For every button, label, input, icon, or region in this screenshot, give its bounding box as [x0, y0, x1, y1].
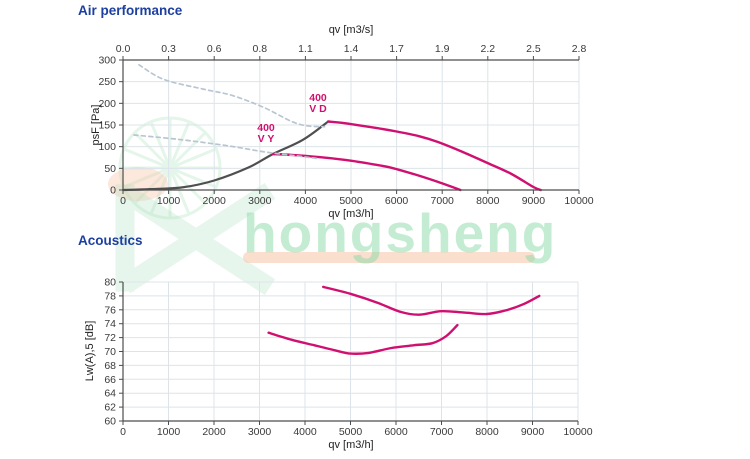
air-y-axis-label: psF [Pa]	[90, 104, 102, 146]
svg-text:100: 100	[98, 141, 116, 153]
svg-text:150: 150	[98, 120, 116, 132]
svg-text:74: 74	[104, 318, 116, 330]
svg-text:1.4: 1.4	[344, 43, 359, 55]
svg-text:2000: 2000	[203, 195, 227, 207]
svg-text:0.3: 0.3	[161, 43, 176, 55]
svg-text:3000: 3000	[248, 426, 272, 438]
curve-label-400-vy: 400 V Y	[242, 123, 290, 145]
svg-text:4000: 4000	[293, 426, 317, 438]
svg-text:4000: 4000	[294, 195, 318, 207]
svg-text:5000: 5000	[339, 195, 363, 207]
svg-text:5000: 5000	[339, 426, 363, 438]
air-x-axis-label: qv [m3/h]	[328, 208, 374, 220]
svg-text:6000: 6000	[384, 426, 408, 438]
curve-label-400-vd-line1: 400	[309, 92, 327, 104]
svg-text:3000: 3000	[248, 195, 272, 207]
svg-text:1.7: 1.7	[389, 43, 404, 55]
svg-text:66: 66	[104, 374, 116, 386]
curve-label-400-vy-line2: V Y	[257, 133, 275, 145]
svg-text:0.0: 0.0	[116, 43, 131, 55]
svg-text:78: 78	[104, 290, 116, 302]
svg-text:1000: 1000	[157, 426, 181, 438]
svg-text:70: 70	[104, 346, 116, 358]
svg-text:300: 300	[98, 55, 116, 67]
svg-text:6000: 6000	[385, 195, 409, 207]
svg-text:2000: 2000	[202, 426, 226, 438]
svg-text:9000: 9000	[521, 426, 545, 438]
svg-text:64: 64	[104, 388, 116, 400]
air-top-axis-label: qv [m3/s]	[328, 24, 374, 36]
acoustics-title: Acoustics	[78, 233, 143, 248]
svg-text:68: 68	[104, 360, 116, 372]
svg-text:7000: 7000	[430, 426, 454, 438]
acoustics-x-axis-label: qv [m3/h]	[328, 439, 374, 451]
curve-label-400-vd: 400 V D	[294, 93, 342, 115]
svg-text:1000: 1000	[157, 195, 181, 207]
curve-label-400-vd-line2: V D	[309, 103, 327, 115]
svg-text:1.1: 1.1	[298, 43, 313, 55]
svg-text:2.5: 2.5	[526, 43, 541, 55]
svg-text:1.9: 1.9	[435, 43, 450, 55]
svg-text:9000: 9000	[522, 195, 546, 207]
svg-text:10000: 10000	[563, 426, 592, 438]
svg-text:76: 76	[104, 304, 116, 316]
svg-text:250: 250	[98, 76, 116, 88]
svg-text:7000: 7000	[431, 195, 455, 207]
svg-text:80: 80	[104, 277, 116, 289]
svg-text:62: 62	[104, 402, 116, 414]
svg-text:200: 200	[98, 98, 116, 110]
svg-text:0: 0	[110, 185, 116, 197]
svg-text:0.8: 0.8	[252, 43, 267, 55]
svg-text:8000: 8000	[476, 195, 500, 207]
svg-text:50: 50	[104, 163, 116, 175]
air-performance-title: Air performance	[78, 3, 183, 18]
svg-text:72: 72	[104, 332, 116, 344]
svg-text:8000: 8000	[475, 426, 499, 438]
svg-text:0: 0	[120, 426, 126, 438]
acoustics-y-axis-label: Lw(A),5 [dB]	[84, 320, 96, 382]
curve-label-400-vy-line1: 400	[257, 122, 275, 134]
svg-text:60: 60	[104, 416, 116, 428]
svg-text:2.8: 2.8	[572, 43, 587, 55]
svg-text:2.2: 2.2	[480, 43, 495, 55]
svg-text:10000: 10000	[564, 195, 593, 207]
svg-text:0.6: 0.6	[207, 43, 222, 55]
svg-text:0: 0	[120, 195, 126, 207]
